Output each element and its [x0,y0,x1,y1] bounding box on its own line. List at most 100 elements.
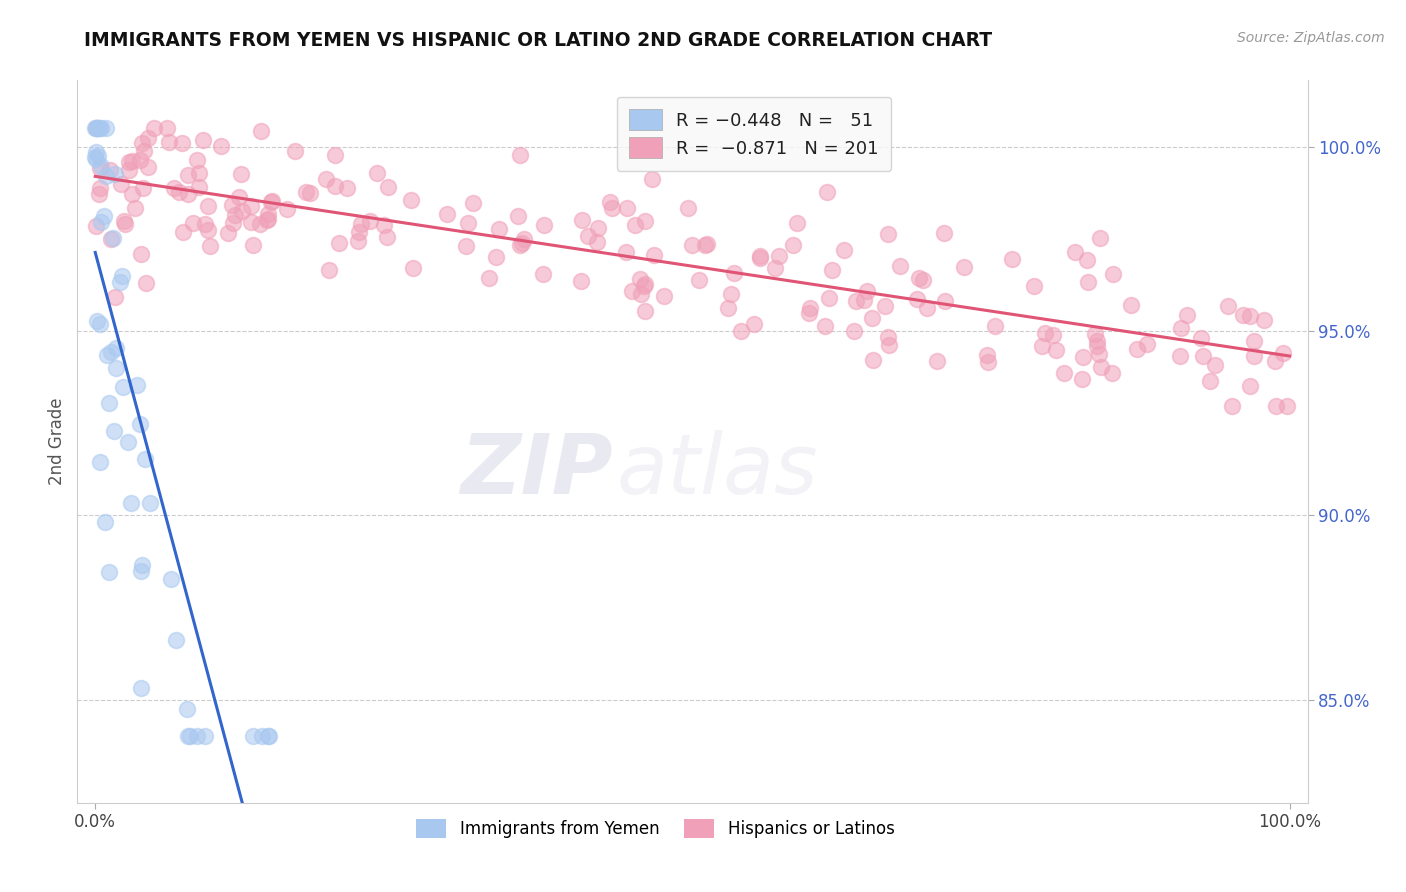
Point [176,730,198,744]
Point [100,345,122,359]
Point [111,379,134,393]
Point [377,179,399,194]
Point [1199,375,1222,389]
Point [845,294,868,309]
Point [623,219,645,233]
Point [197,199,219,213]
Point [1085,334,1108,349]
Point [1088,231,1111,245]
Point [103,424,125,438]
Point [134,451,156,466]
Point [877,338,900,352]
Point [696,237,718,252]
Point [136,131,159,145]
Point [628,271,651,285]
Point [336,180,359,194]
Point [86,313,108,327]
Point [242,238,264,252]
Point [176,702,198,716]
Point [118,163,141,178]
Point [1077,275,1099,289]
Point [630,287,652,301]
Point [105,341,128,355]
Point [328,236,350,251]
Point [862,353,884,368]
Point [217,226,239,240]
Point [84,219,107,233]
Point [1090,359,1112,374]
Point [373,219,395,233]
Point [84,121,107,136]
Point [688,273,710,287]
Point [932,226,955,240]
Point [156,121,179,136]
Point [124,201,146,215]
Point [87,149,110,163]
Point [905,292,928,306]
Point [599,194,621,209]
Point [179,730,201,744]
Point [1045,343,1067,358]
Point [120,496,142,510]
Point [818,291,841,305]
Point [84,145,107,159]
Point [159,136,181,150]
Point [1170,349,1192,363]
Point [512,236,534,251]
Point [513,232,536,246]
Point [509,147,531,161]
Point [323,148,346,162]
Point [820,263,842,277]
Point [1076,252,1098,267]
Text: ZIP: ZIP [460,430,613,511]
Point [89,186,111,201]
Point [97,565,120,579]
Point [586,220,609,235]
Point [96,169,118,184]
Point [856,284,879,298]
Point [832,244,855,258]
Point [1064,245,1087,260]
Point [359,214,381,228]
Point [925,353,948,368]
Point [142,121,165,136]
Point [315,172,337,186]
Point [177,186,200,201]
Point [240,215,263,229]
Point [129,564,152,578]
Point [1031,339,1053,353]
Point [347,225,370,239]
Point [1239,379,1261,393]
Point [194,218,217,232]
Point [586,235,609,249]
Point [90,159,112,173]
Point [108,275,131,289]
Point [224,208,246,222]
Text: Source: ZipAtlas.com: Source: ZipAtlas.com [1237,31,1385,45]
Point [110,177,132,191]
Point [1232,308,1254,322]
Point [90,121,112,136]
Point [138,160,160,174]
Legend: Immigrants from Yemen, Hispanics or Latinos: Immigrants from Yemen, Hispanics or Lati… [409,813,901,845]
Point [104,290,127,304]
Point [634,214,657,228]
Point [98,396,121,410]
Point [231,204,253,219]
Point [876,330,898,344]
Point [89,180,111,194]
Point [89,121,111,136]
Point [299,186,322,201]
Point [1083,327,1105,342]
Point [853,293,876,307]
Y-axis label: 2nd Grade: 2nd Grade [48,398,66,485]
Point [93,209,115,223]
Point [96,348,118,362]
Point [89,318,111,332]
Point [257,730,280,744]
Point [1175,308,1198,322]
Point [1253,312,1275,326]
Point [98,163,121,178]
Point [295,185,318,199]
Point [186,730,208,744]
